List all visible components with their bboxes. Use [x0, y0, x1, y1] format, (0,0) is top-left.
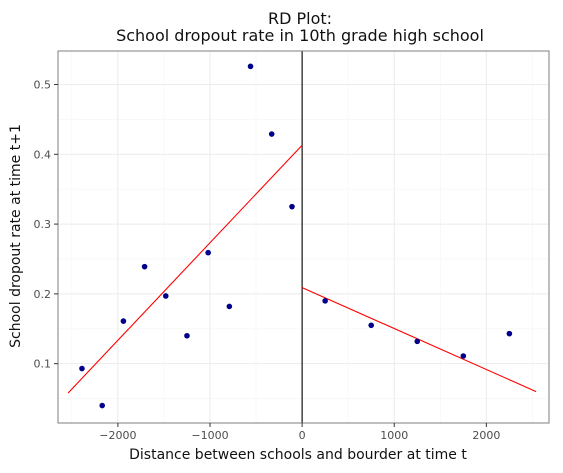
- fit-lines: [67, 51, 537, 423]
- data-point: [289, 203, 295, 210]
- x-tick-label: −1000: [191, 429, 228, 442]
- y-tick-label: 0.2: [34, 288, 52, 301]
- x-tick-label: 2000: [472, 429, 500, 442]
- data-point: [205, 249, 211, 256]
- x-tick-label: 1000: [380, 429, 408, 442]
- data-point: [368, 322, 375, 329]
- axis-ticks: −2000 −1000 0 1000 2000 0.1 0.2 0.3 0.4 0.5: [34, 79, 501, 442]
- data-point: [247, 63, 254, 70]
- x-axis-title: Distance between schools and bourder at …: [129, 447, 467, 463]
- panel-border: [57, 50, 550, 424]
- data-point: [120, 318, 127, 324]
- y-tick-label: 0.4: [34, 148, 52, 161]
- data-point: [184, 332, 190, 339]
- chart-title-line-1: RD Plot:: [268, 9, 332, 28]
- data-point: [506, 330, 513, 337]
- data-point: [141, 263, 148, 270]
- data-point: [322, 298, 328, 304]
- data-points: [79, 63, 513, 409]
- data-point: [268, 131, 275, 137]
- data-point: [162, 293, 169, 299]
- x-tick-label: 0: [299, 429, 306, 442]
- chart-title-line-2: School dropout rate in 10th grade high s…: [116, 26, 484, 45]
- x-tick-label: −2000: [99, 429, 136, 442]
- grid-lines: [58, 51, 549, 423]
- data-point: [99, 402, 106, 409]
- data-point: [460, 353, 467, 359]
- y-tick-label: 0.5: [34, 79, 52, 92]
- data-point: [79, 365, 85, 372]
- fit-line-left: [67, 144, 303, 394]
- data-point: [414, 338, 421, 345]
- y-axis-title: School dropout rate at time t+1: [8, 124, 24, 348]
- y-tick-label: 0.1: [34, 358, 52, 371]
- data-point: [226, 303, 233, 310]
- y-tick-label: 0.3: [34, 218, 52, 231]
